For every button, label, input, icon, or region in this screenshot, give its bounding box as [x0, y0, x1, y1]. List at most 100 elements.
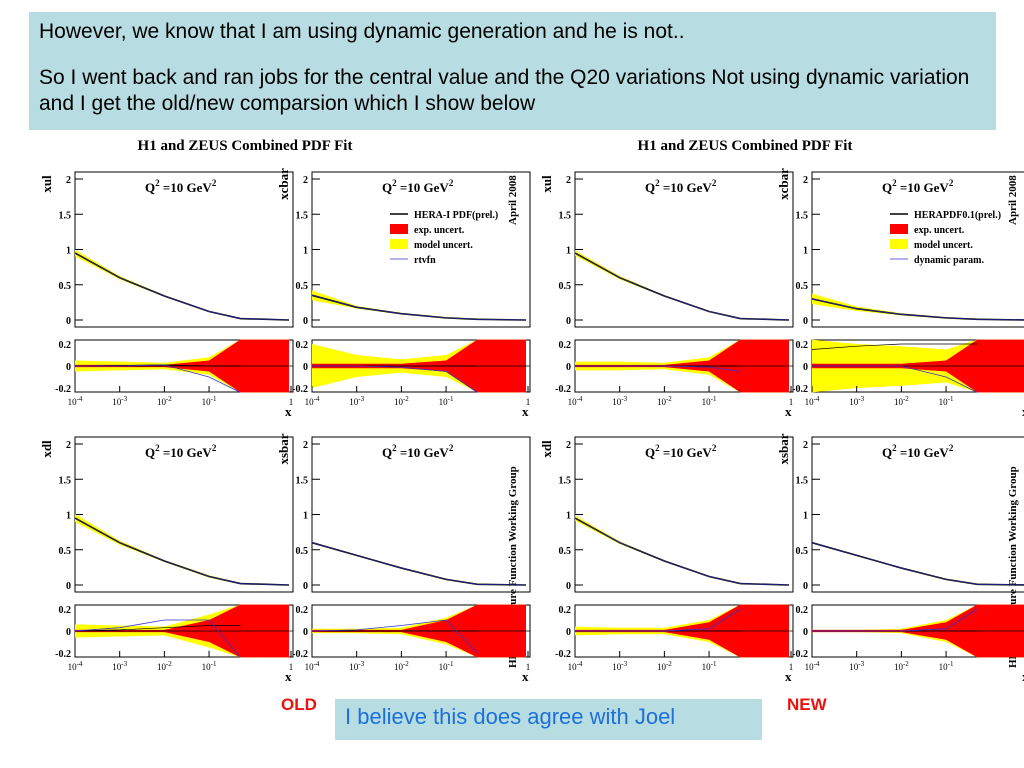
y-tick-label: 2 [803, 175, 808, 186]
panel-frame [311, 436, 531, 593]
q2-label: Q2 =10 GeV2 [382, 178, 454, 195]
comparison-curve [311, 542, 527, 586]
x-tick-label: 10-2 [394, 395, 409, 407]
ratio-tick-label: 0 [803, 627, 808, 638]
x-tick-label: 10-2 [894, 395, 909, 407]
panel-frame [574, 436, 794, 593]
x-axis-label: x [522, 404, 529, 419]
legend-swatch-model [890, 239, 908, 249]
x-axis-label: x [285, 669, 292, 684]
ratio-central-curve [74, 625, 241, 632]
comparison-curve [311, 295, 527, 321]
y-axis-label: xul [39, 175, 54, 193]
x-tick-label: 1 [526, 397, 531, 407]
panel-xsbar: 0 0.5 1 1.5 2 xsbar Q2 =10 GeV2 0.2 0 -0.210-4 10-… [276, 433, 531, 684]
central-curve [574, 517, 790, 586]
q2-label: Q2 =10 GeV2 [882, 178, 954, 195]
x-tick-label: 10-4 [568, 660, 583, 672]
old-label: OLD [281, 695, 317, 714]
ratio-comparison-curve [575, 608, 741, 632]
y-tick-label: 0 [803, 316, 808, 327]
y-axis-label: xdl [39, 440, 54, 458]
y-tick-label: 0 [303, 581, 308, 592]
x-tick-label: 10-4 [568, 395, 583, 407]
x-tick-label: 1 [289, 397, 294, 407]
ratio-tick-label: 0 [303, 627, 308, 638]
ratio-tick-label: 0 [66, 627, 71, 638]
ratio-tick-label: -0.2 [792, 649, 808, 660]
x-tick-label: 10-1 [202, 395, 217, 407]
central-curve [811, 541, 1024, 586]
x-axis-label: x [785, 669, 792, 684]
x-tick-label: 10-3 [849, 395, 864, 407]
x-tick-label: 1 [289, 662, 294, 672]
ratio-central-curve [811, 343, 978, 350]
model-uncert-band [812, 541, 1024, 585]
comparison-curve [74, 517, 290, 586]
central-curve [74, 252, 290, 321]
ratio-tick-label: -0.2 [292, 384, 308, 395]
ratio-comparison-curve [75, 364, 241, 393]
y-tick-label: 2 [303, 175, 308, 186]
central-curve [311, 541, 527, 586]
ratio-tick-label: 0.2 [796, 605, 809, 616]
x-tick-label: 10-3 [112, 660, 127, 672]
legend-label: model uncert. [914, 240, 973, 251]
y-tick-label: 1.5 [296, 210, 309, 221]
ratio-tick-label: 0 [303, 362, 308, 373]
x-tick-label: 10-3 [349, 395, 364, 407]
q2-label: Q2 =10 GeV2 [645, 443, 717, 460]
y-tick-label: 0 [66, 316, 71, 327]
y-tick-label: 0 [566, 316, 571, 327]
panel-frame [574, 171, 794, 328]
panel-xdl: 0 0.5 1 1.5 2 xdl Q2 =10 GeV2 0.2 0 -0.210-4 10-3 1… [39, 436, 294, 684]
header-textbox: However, we know that I am using dynamic… [29, 12, 996, 130]
q2-label: Q2 =10 GeV2 [382, 443, 454, 460]
x-tick-label: 10-4 [805, 660, 820, 672]
y-tick-label: 1.5 [796, 210, 809, 221]
x-tick-label: 10-1 [702, 395, 717, 407]
ratio-tick-label: 0.2 [59, 340, 72, 351]
y-tick-label: 1 [303, 246, 308, 257]
ratio-tick-label: -0.2 [55, 384, 71, 395]
q2-label: Q2 =10 GeV2 [145, 178, 217, 195]
y-axis-label: xsbar [776, 433, 791, 464]
x-tick-label: 1 [789, 397, 794, 407]
ratio-comparison-curve [74, 619, 241, 658]
figure-title: H1 and ZEUS Combined PDF Fit [638, 138, 853, 154]
ratio-tick-label: -0.2 [292, 649, 308, 660]
ratio-tick-label: -0.2 [555, 384, 571, 395]
x-tick-label: 10-2 [157, 395, 172, 407]
model-uncert-band [575, 250, 789, 320]
central-curve [811, 298, 1024, 321]
ratio-comparison-curve [575, 365, 741, 372]
legend-label: HERA-I PDF(prel.) [414, 210, 498, 221]
y-tick-label: 1.5 [59, 475, 72, 486]
comparison-curve [74, 252, 290, 321]
y-tick-label: 0.5 [59, 281, 72, 292]
y-tick-label: 0.5 [296, 546, 309, 557]
panel-xcbar: 0 0.5 1 1.5 2 xcbar Q2 =10 GeV2 0.2 0 -0.210-4 10-… [276, 168, 531, 419]
comment-textbox: I believe this does agree with Joel [335, 699, 762, 740]
y-tick-label: 0.5 [296, 281, 309, 292]
x-tick-label: 1 [526, 662, 531, 672]
ratio-tick-label: 0.2 [296, 340, 309, 351]
y-axis-label: xul [539, 175, 554, 193]
ratio-comparison-curve [312, 365, 478, 393]
legend: HERA-I PDF(prel.) exp. uncert. model uncer… [390, 210, 498, 266]
y-axis-label: xcbar [276, 168, 291, 200]
panel-frame [74, 171, 294, 328]
x-tick-label: 10-4 [805, 395, 820, 407]
ratio-comparison-curve [812, 365, 978, 393]
y-tick-label: 1 [803, 511, 808, 522]
x-axis-label: x [785, 404, 792, 419]
ratio-tick-label: 0 [566, 362, 571, 373]
x-tick-label: 10-3 [112, 395, 127, 407]
y-tick-label: 1.5 [559, 475, 572, 486]
ratio-tick-label: 0 [566, 627, 571, 638]
x-tick-label: 10-1 [439, 660, 454, 672]
x-tick-label: 1 [789, 662, 794, 672]
q2-label: Q2 =10 GeV2 [145, 443, 217, 460]
model-uncert-band [75, 514, 289, 585]
figure-old: H1 and ZEUS Combined PDF Fit April 2008 HE… [39, 138, 531, 684]
